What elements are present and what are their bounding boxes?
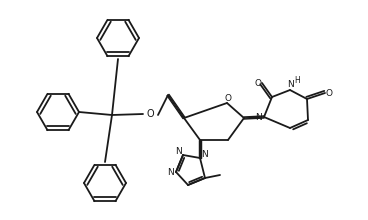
Text: O: O [146, 109, 154, 119]
Text: O: O [326, 88, 333, 97]
Text: O: O [224, 94, 231, 103]
Text: N: N [201, 150, 208, 158]
Text: N: N [256, 112, 262, 121]
Text: N: N [176, 147, 183, 156]
Text: N: N [287, 79, 293, 88]
Text: N: N [167, 167, 173, 176]
Text: O: O [255, 79, 262, 88]
Text: H: H [294, 75, 300, 84]
